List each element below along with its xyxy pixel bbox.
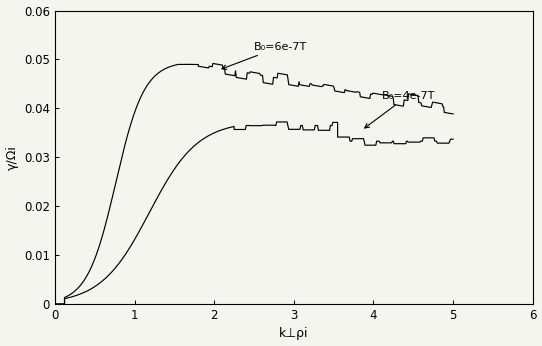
Text: B₀=6e-7T: B₀=6e-7T [222, 42, 307, 69]
Y-axis label: γ/Ωi: γ/Ωi [5, 145, 18, 170]
X-axis label: k⊥ρi: k⊥ρi [279, 327, 308, 340]
Text: B₀=4e-7T: B₀=4e-7T [365, 91, 435, 128]
